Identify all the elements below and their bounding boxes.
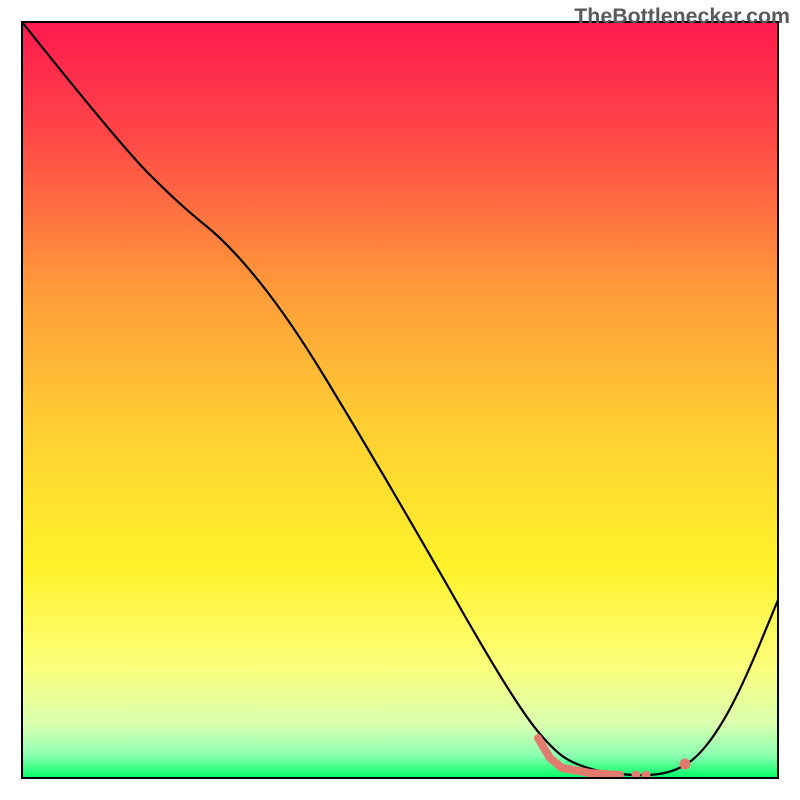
gradient-background: [22, 22, 778, 778]
watermark-text: TheBottlenecker.com: [574, 4, 790, 29]
bottleneck-chart: TheBottlenecker.com: [0, 0, 800, 800]
chart-svg: [0, 0, 800, 800]
highlight-dot: [680, 759, 691, 770]
